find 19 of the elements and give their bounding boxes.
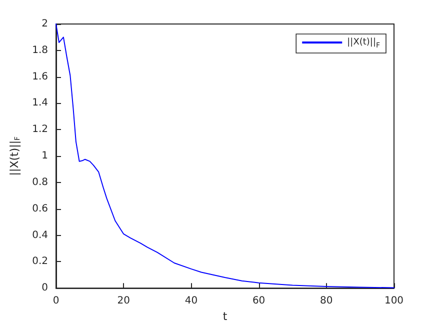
- x-axis-title: t: [222, 310, 228, 323]
- x-tick-label: 60: [252, 296, 266, 307]
- y-tick-label: 0.4: [32, 230, 48, 241]
- x-tick-label: 20: [117, 296, 130, 307]
- x-tick-label: 0: [52, 296, 60, 307]
- y-tick-label: 0.8: [32, 176, 48, 188]
- y-tick-label: 1.6: [32, 71, 48, 82]
- y-tick-label: 2: [42, 18, 48, 30]
- y-tick-label: 0: [42, 282, 48, 294]
- y-tick-label: 1.2: [32, 124, 48, 136]
- y-tick-label: 1.8: [32, 44, 48, 56]
- line-series: [56, 24, 394, 288]
- y-tick-label: 1: [42, 150, 48, 162]
- x-tick-label: 40: [184, 296, 198, 307]
- y-tick-label: 0.6: [32, 203, 48, 214]
- x-tick-label: 80: [320, 296, 333, 307]
- y-tick-label: 0.2: [32, 256, 48, 268]
- x-tick-label: 100: [384, 296, 404, 307]
- y-tick-label: 1.4: [32, 98, 48, 109]
